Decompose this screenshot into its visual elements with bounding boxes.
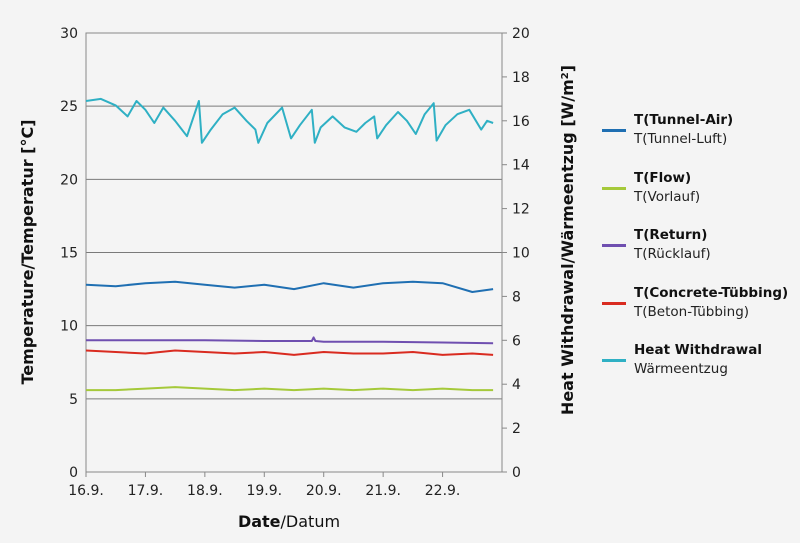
legend-swatch (602, 301, 626, 305)
left-tick-label: 5 (69, 392, 78, 408)
x-tick-label: 19.9. (246, 483, 282, 499)
legend-name-de: Wärmeentzug (634, 361, 728, 377)
right-tick-label: 18 (512, 70, 530, 86)
right-tick-label: 10 (512, 246, 530, 262)
right-tick-label: 8 (512, 289, 521, 305)
legend-name: T(Concrete-Tübbing) (634, 284, 789, 301)
legend-swatch (602, 186, 626, 190)
series-line-4 (85, 97, 494, 144)
legend-name: T(Return) (634, 227, 708, 243)
legend-name-de: T(Vorlauf) (634, 188, 701, 205)
right-tick-label: 2 (512, 421, 521, 437)
legend-item: T(Flow) T(Vorlauf) (602, 170, 797, 228)
left-tick-label: 30 (60, 26, 78, 42)
legend-swatch (602, 244, 626, 247)
series-line-3 (85, 349, 494, 356)
series-line-1 (86, 386, 494, 392)
x-axis-ticks: 16.9. 17.9. 18.9. 19.9. 20.9. 21.9. 22.9. (68, 472, 460, 499)
right-tick-label: 20 (512, 26, 530, 42)
left-tick-label: 15 (60, 246, 78, 262)
right-axis-ticks: 0 2 4 6 8 10 12 14 16 18 20 (502, 26, 530, 481)
legend-name-de: T(Rücklauf) (634, 246, 711, 262)
y-axis-left-label: Temperature/Temperatur [°C] (18, 119, 37, 384)
left-tick-label: 20 (60, 172, 78, 188)
right-tick-label: 4 (512, 377, 521, 393)
legend-name: T(Flow) (634, 169, 692, 186)
legend-swatch (602, 359, 626, 362)
left-tick-label: 25 (60, 99, 78, 115)
series-line-0 (85, 280, 494, 293)
x-axis-label: Date/Datum (238, 512, 340, 531)
legend-name-de: T(Beton-Tübbing) (634, 303, 750, 320)
legend-item: T(Concrete-Tübbing) T(Beton-Tübbing) (602, 285, 797, 343)
legend-name: Heat Withdrawal (634, 342, 762, 358)
legend-name-de: T(Tunnel-Luft) (634, 131, 728, 147)
x-tick-label: 21.9. (365, 483, 401, 499)
x-tick-label: 17.9. (128, 483, 164, 499)
x-tick-label: 20.9. (306, 483, 342, 499)
right-tick-label: 16 (512, 114, 530, 130)
gridlines (86, 105, 502, 400)
series-line-2 (86, 336, 494, 345)
left-tick-label: 10 (60, 319, 78, 335)
right-tick-label: 0 (512, 465, 521, 481)
legend-item: Heat Withdrawal Wärmeentzug (602, 342, 797, 400)
legend-swatch (602, 129, 626, 132)
series-layer (85, 97, 494, 392)
x-tick-label: 22.9. (425, 483, 461, 499)
left-axis-ticks: 0 5 10 15 20 25 30 (60, 26, 78, 481)
legend-item: T(Return) T(Rücklauf) (602, 227, 797, 285)
x-tick-label: 18.9. (187, 483, 223, 499)
y-axis-right-label: Heat Withdrawal/Wärmeentzug [W/m2] (558, 65, 577, 415)
right-tick-label: 14 (512, 158, 530, 174)
legend-item: T(Tunnel-Air) T(Tunnel-Luft) (602, 112, 797, 170)
x-tick-label: 16.9. (68, 483, 104, 499)
legend-name: T(Tunnel-Air) (634, 112, 734, 128)
legend: T(Tunnel-Air) T(Tunnel-Luft) T(Flow) T(Vorl… (602, 112, 797, 400)
left-tick-label: 0 (69, 465, 78, 481)
right-tick-label: 12 (512, 202, 530, 218)
right-tick-label: 6 (512, 333, 521, 349)
